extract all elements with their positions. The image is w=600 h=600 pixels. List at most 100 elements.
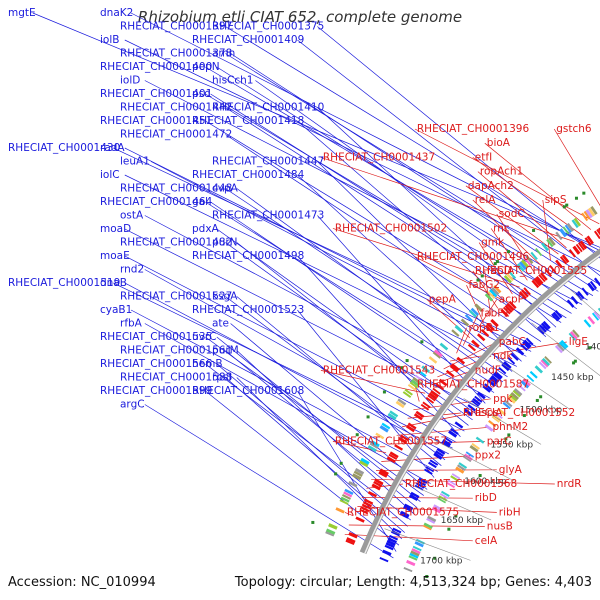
forward-gene-label: argC: [120, 399, 145, 411]
feature-dot: [588, 346, 592, 350]
reverse-cds-mark: [480, 329, 490, 337]
cog-band-mark: [414, 541, 424, 548]
cog-band-mark: [554, 345, 563, 354]
kbp-tick-label: 1550 kbp: [491, 440, 534, 450]
cog-band-mark: [381, 422, 391, 430]
forward-gene-label: mgtE: [8, 7, 36, 19]
cog-band-mark: [474, 303, 484, 313]
reverse-cds-mark: [579, 240, 588, 250]
cog-band-mark: [409, 552, 419, 559]
reverse-gene-label: RHECIAT_CH0001557: [335, 435, 447, 447]
forward-gene-label: RHECIAT_CH0001375: [212, 21, 324, 33]
reverse-cds-mark: [360, 506, 370, 513]
forward-cds-mark: [444, 436, 453, 444]
feature-dot: [535, 398, 539, 402]
cog-band-mark: [513, 388, 523, 397]
feature-dot: [478, 474, 482, 478]
forward-cds-mark: [425, 466, 435, 473]
reverse-gene-label: sipS: [545, 194, 567, 206]
feature-dot: [476, 278, 480, 282]
cog-band-mark: [343, 491, 353, 498]
reverse-gene-label: ropB1: [469, 322, 500, 334]
reverse-cds-mark: [367, 491, 378, 498]
forward-leader-line: [210, 93, 567, 319]
cog-band-mark: [469, 445, 479, 453]
forward-leader-line: [113, 147, 537, 347]
cog-band-mark: [517, 384, 526, 392]
cog-band-mark: [367, 445, 377, 453]
forward-gene-label: RHECIAT_CH0001410: [212, 102, 324, 114]
cog-band-mark: [433, 349, 443, 358]
cog-band-mark: [408, 555, 418, 561]
reverse-cds-mark: [420, 403, 430, 411]
cog-band-mark: [457, 464, 466, 472]
forward-gene-label: RHECIAT_CH0001378: [120, 48, 232, 60]
forward-cds-mark: [477, 391, 486, 400]
reverse-gene-label: pepA: [429, 293, 457, 305]
cog-band-mark: [325, 531, 335, 537]
forward-leader-line: [297, 174, 513, 372]
cog-band-mark: [462, 455, 472, 463]
cog-band-mark: [464, 314, 474, 323]
reverse-cds-mark: [572, 245, 581, 255]
cog-band-mark: [529, 370, 538, 379]
forward-cds-mark: [410, 491, 420, 499]
reverse-cds-mark: [430, 390, 440, 398]
forward-gene-label: RHECIAT_CH0001535: [100, 331, 212, 343]
cog-band-mark: [583, 319, 592, 328]
cog-band-mark: [407, 384, 417, 391]
reverse-cds-mark: [413, 413, 423, 421]
cog-band-mark: [491, 287, 500, 296]
forward-gene-label: RHECIAT_CH0001451: [100, 115, 212, 127]
forward-gene-label: RHECIAT_CH0001442: [120, 102, 232, 114]
cog-band-mark: [348, 480, 358, 488]
reverse-gene-label: pabC: [499, 336, 526, 348]
cog-band-mark: [339, 499, 349, 505]
cog-band-mark: [488, 420, 497, 428]
cog-band-mark: [451, 329, 460, 337]
forward-cds-mark: [454, 421, 464, 429]
forward-cds-mark: [435, 450, 444, 458]
feature-dot: [400, 366, 404, 370]
forward-gene-label: iolB: [100, 34, 119, 46]
forward-leader-line: [317, 107, 557, 328]
cog-band-mark: [404, 388, 413, 396]
cog-band-mark: [569, 331, 578, 340]
forward-leader-line: [130, 12, 600, 252]
reverse-cds-mark: [389, 451, 399, 459]
forward-gene-label: purN: [212, 237, 238, 249]
forward-gene-label: ostA: [120, 210, 144, 222]
forward-cds-mark: [589, 280, 598, 290]
forward-gene-label: hemB: [192, 358, 223, 370]
cog-band-mark: [450, 475, 459, 482]
feature-dot: [339, 461, 343, 465]
reverse-cds-mark: [425, 396, 435, 404]
reverse-cds-mark: [449, 365, 458, 373]
map-title: Rhizobium etli CIAT 652, complete genome: [137, 8, 463, 26]
forward-gene-label: moaE: [100, 250, 130, 262]
reverse-gene-label: fabF1: [481, 308, 511, 320]
forward-leader-line: [216, 228, 477, 415]
reverse-cds-mark: [544, 268, 553, 277]
cog-band-mark: [455, 466, 465, 474]
reverse-leader-line: [476, 299, 498, 331]
reverse-cds-mark: [398, 436, 408, 445]
forward-leader-line: [236, 188, 504, 383]
cog-band-mark: [591, 312, 600, 321]
reverse-gene-label: asps: [475, 407, 499, 419]
kbp-tick-line: [531, 322, 600, 377]
cog-band-mark: [512, 390, 521, 398]
reverse-cds-mark: [394, 444, 404, 451]
reverse-leader-line: [484, 142, 592, 230]
reverse-cds-mark: [348, 531, 358, 539]
forward-cds-mark: [551, 313, 559, 322]
forward-gene-label: uvrC: [192, 331, 217, 343]
cog-band-mark: [530, 251, 538, 261]
cog-band-mark: [402, 391, 412, 398]
reverse-gene-label: ndk: [493, 350, 513, 362]
cog-band-mark: [410, 379, 420, 387]
kbp-tick-label: 1700 kbp: [420, 556, 463, 566]
cog-band-mark: [328, 523, 338, 530]
forward-leader-line: [225, 134, 542, 342]
